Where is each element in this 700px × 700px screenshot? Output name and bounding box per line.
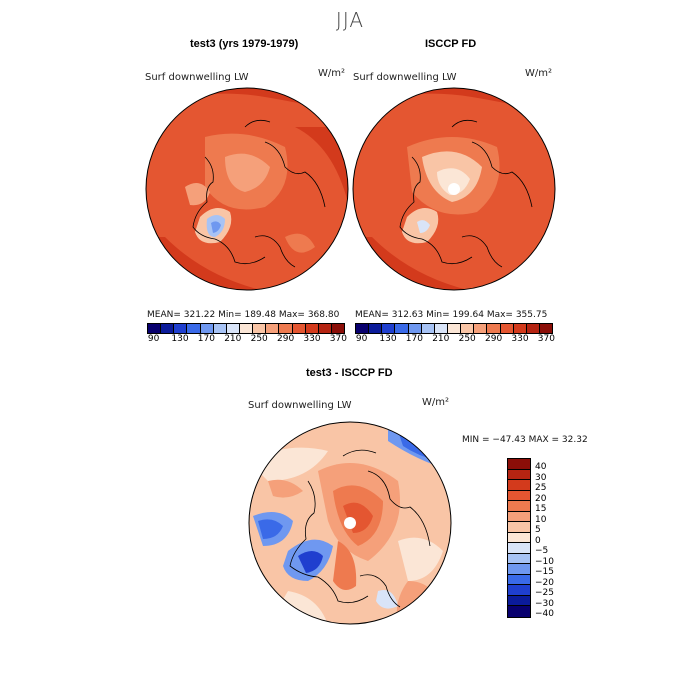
right-colorbar-swatch [356,324,370,333]
left-colorbar-tick-label: 290 [277,334,295,344]
left-colorbar-tick-label: 130 [171,334,189,344]
diff-colorbar-swatch [508,543,530,554]
diff-colorbar-tick-label: 20 [535,493,547,504]
right-colorbar-swatch [539,324,553,333]
right-colorbar-swatch [500,324,514,333]
diff-colorbar-tick-label: −5 [535,546,549,556]
right-colorbar-tick-label: 90 [355,334,368,344]
diff-colorbar-swatch [508,606,530,617]
diff-units-label: W/m² [422,397,450,408]
left-colorbar-tick-label: 210 [224,334,242,344]
diff-panel-title: test3 - ISCCP FD [306,367,393,379]
right-colorbar-swatch [395,324,409,333]
right-polar-map [352,87,556,291]
left-colorbar-swatch [331,324,345,333]
left-colorbar-tick-label: 170 [197,334,215,344]
diff-colorbar-swatch [508,585,530,596]
left-colorbar-swatch [200,324,214,333]
diff-colorbar-tick-label: 40 [535,462,547,472]
left-colorbar-swatch [305,324,319,333]
right-colorbar-tick-label: 210 [432,334,450,344]
diff-colorbar [507,458,531,618]
right-colorbar-swatch [434,324,448,333]
right-stats: MEAN= 312.63 Min= 199.64 Max= 355.75 [355,310,548,320]
diff-colorbar-tick-label: −20 [535,577,554,588]
left-variable-label: Surf downwelling LW [145,72,249,83]
left-colorbar-tick-label: 330 [303,334,321,344]
diff-colorbar-swatch [508,501,530,512]
diff-colorbar-tick-label: 15 [535,504,547,514]
right-colorbar-swatch [487,324,501,333]
right-colorbar-swatch [369,324,383,333]
diff-colorbar-swatch [508,574,530,585]
right-colorbar-swatch [382,324,396,333]
right-colorbar-tick-label: 370 [537,334,555,344]
right-colorbar-swatch [408,324,422,333]
right-units-label: W/m² [525,68,553,79]
left-stats: MEAN= 321.22 Min= 189.48 Max= 368.80 [147,310,340,320]
diff-colorbar-swatch [508,595,530,606]
right-colorbar-swatch [461,324,475,333]
diff-colorbar-swatch [508,469,530,480]
right-colorbar-swatch [447,324,462,333]
left-colorbar-swatch [239,324,254,333]
season-title: JJA [335,8,365,32]
diff-colorbar-tick-label: 0 [535,535,541,546]
diff-colorbar-swatch [508,553,530,564]
diff-polar-map [248,421,452,625]
diff-colorbar-tick-label: 10 [535,514,547,525]
left-units-label: W/m² [318,68,346,79]
diff-colorbar-labels: 40 30 25 20 15 10 5 0 −5 −10 −15 −20 −25 −30 −40 [535,458,575,628]
diff-colorbar-swatch [508,480,530,491]
diff-stats: MIN = −47.43 MAX = 32.32 [462,435,588,445]
right-colorbar-swatch [421,324,435,333]
right-colorbar-swatch [474,324,488,333]
right-colorbar-tick-label: 170 [405,334,423,344]
left-colorbar-swatch [292,324,306,333]
right-colorbar-tick-label: 250 [458,334,476,344]
diff-colorbar-tick-label: 5 [535,525,541,535]
diff-colorbar-tick-label: −25 [535,588,554,598]
diff-variable-label: Surf downwelling LW [248,400,352,411]
left-colorbar-swatch [266,324,280,333]
diff-colorbar-tick-label: −30 [535,598,554,609]
right-colorbar-tick-label: 290 [485,334,503,344]
left-panel-title: test3 (yrs 1979-1979) [190,38,299,50]
left-colorbar-tick-label: 370 [329,334,347,344]
diff-colorbar-swatch [508,522,530,533]
right-panel-title: ISCCP FD [425,38,477,50]
left-colorbar-swatch [253,324,267,333]
diff-colorbar-swatch [508,511,530,522]
left-colorbar-swatch [318,324,332,333]
diff-colorbar-swatch [508,490,530,501]
left-colorbar-tick-label: 90 [147,334,160,344]
left-colorbar-swatch [161,324,175,333]
left-polar-map [145,87,349,291]
left-colorbar-swatch [148,324,162,333]
diff-colorbar-tick-label: −40 [535,609,554,619]
diff-colorbar-swatch [508,532,530,543]
left-colorbar-swatch [213,324,227,333]
diff-colorbar-swatch [508,459,530,470]
left-colorbar-swatch [174,324,188,333]
left-colorbar-swatch [226,324,240,333]
diff-colorbar-tick-label: 25 [535,483,547,493]
right-colorbar-swatch [526,324,540,333]
left-colorbar: 90 130 170 210 250 290 330 370 [147,323,347,346]
right-variable-label: Surf downwelling LW [353,72,457,83]
diff-colorbar-tick-label: −10 [535,556,554,567]
right-colorbar-tick-label: 130 [379,334,397,344]
right-colorbar-tick-label: 330 [511,334,529,344]
left-colorbar-tick-label: 250 [250,334,268,344]
right-colorbar: 90 130 170 210 250 290 330 370 [355,323,555,346]
diff-colorbar-tick-label: −15 [535,567,554,577]
diff-colorbar-tick-label: 30 [535,472,547,483]
left-colorbar-swatch [187,324,201,333]
diff-colorbar-swatch [508,564,530,575]
right-colorbar-swatch [513,324,527,333]
left-colorbar-swatch [279,324,293,333]
